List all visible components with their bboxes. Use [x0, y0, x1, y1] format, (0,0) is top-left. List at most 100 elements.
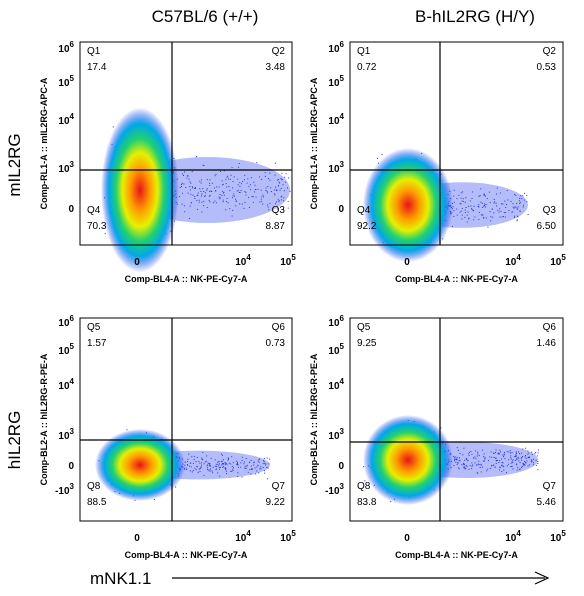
event-dot — [287, 207, 289, 209]
quadrant-value: 70.3 — [87, 221, 107, 232]
event-dot — [453, 215, 455, 217]
event-dot — [501, 465, 503, 467]
event-dot — [502, 462, 504, 464]
event-dot — [254, 467, 256, 469]
event-dot — [280, 178, 282, 180]
event-dot — [453, 201, 455, 203]
event-dot — [486, 470, 488, 472]
event-dot — [179, 196, 181, 198]
event-dot — [223, 192, 225, 194]
event-dot — [194, 467, 196, 469]
event-dot — [511, 466, 513, 468]
tick-exp: 5 — [340, 74, 345, 83]
event-dot — [518, 457, 520, 459]
x-axis-title: mNK1.1 — [90, 569, 151, 588]
event-dot — [225, 468, 227, 470]
event-dot — [453, 465, 455, 467]
event-dot — [474, 456, 476, 458]
event-dot — [514, 215, 516, 217]
event-dot — [523, 463, 525, 465]
event-dot — [510, 452, 512, 454]
event-dot — [221, 184, 223, 186]
event-dot — [243, 463, 245, 465]
event-dot — [274, 174, 276, 176]
event-dot — [471, 467, 473, 469]
event-dot — [203, 165, 205, 167]
event-dot — [221, 194, 223, 196]
event-dot — [275, 186, 277, 188]
event-dot — [460, 210, 462, 212]
event-dot — [192, 187, 194, 189]
event-dot — [483, 456, 485, 458]
event-dot — [465, 458, 467, 460]
tick-exp: 3 — [70, 482, 75, 491]
event-dot — [499, 467, 501, 469]
event-dot — [511, 461, 513, 463]
event-dot — [480, 201, 482, 203]
quadrant-label: Q2 — [543, 46, 557, 57]
event-dot — [209, 194, 211, 196]
event-dot — [274, 162, 276, 164]
event-dot — [266, 466, 268, 468]
tick-label: 104 — [58, 377, 74, 392]
event-dot — [516, 220, 518, 222]
event-dot — [252, 196, 254, 198]
quadrant-label: Q4 — [87, 205, 101, 216]
event-dot — [261, 200, 263, 202]
event-dot — [491, 465, 493, 467]
event-dot — [478, 218, 480, 220]
event-dot — [507, 463, 509, 465]
tick-base: 10 — [58, 116, 70, 127]
event-dot — [483, 195, 485, 197]
event-dot — [228, 458, 230, 460]
event-dot — [503, 466, 505, 468]
event-dot — [471, 453, 473, 455]
event-dot — [286, 187, 288, 189]
event-dot — [477, 453, 479, 455]
event-dot — [189, 181, 191, 183]
event-dot — [475, 458, 477, 460]
event-dot — [526, 201, 528, 203]
event-dot — [493, 202, 495, 204]
event-dot — [244, 174, 246, 176]
event-dot — [199, 180, 201, 182]
event-dot — [459, 203, 461, 205]
tick-base: 0 — [134, 533, 140, 544]
event-dot — [533, 458, 535, 460]
event-dot — [516, 464, 518, 466]
tick-label: 105 — [58, 74, 74, 89]
event-dot — [199, 470, 201, 472]
event-dot — [255, 473, 257, 475]
tick-exp: 4 — [340, 112, 345, 121]
event-dot — [258, 459, 260, 461]
event-dot — [215, 202, 217, 204]
event-dot — [187, 458, 189, 460]
event-dot — [278, 181, 280, 183]
event-dot — [275, 203, 277, 205]
tick-base: 10 — [328, 381, 340, 392]
tick-base: 0 — [68, 204, 74, 215]
event-dot — [489, 456, 491, 458]
event-dot — [196, 457, 198, 459]
event-dot — [257, 188, 259, 190]
tick-exp: 6 — [70, 314, 75, 323]
event-dot — [237, 463, 239, 465]
event-dot — [527, 453, 529, 455]
event-dot — [524, 456, 526, 458]
event-dot — [186, 177, 188, 179]
event-dot — [236, 462, 238, 464]
event-dot — [220, 461, 222, 463]
event-dot — [219, 475, 221, 477]
event-dot — [506, 451, 508, 453]
event-dot — [493, 464, 495, 466]
event-dot — [228, 186, 230, 188]
event-dot — [220, 453, 222, 455]
event-dot — [209, 185, 211, 187]
tick-label: 103 — [58, 160, 74, 175]
event-dot — [477, 205, 479, 207]
event-dot — [457, 462, 459, 464]
quadrant-label: Q1 — [357, 46, 371, 57]
event-dot — [478, 455, 480, 457]
event-dot — [505, 203, 507, 205]
event-dot — [246, 182, 248, 184]
